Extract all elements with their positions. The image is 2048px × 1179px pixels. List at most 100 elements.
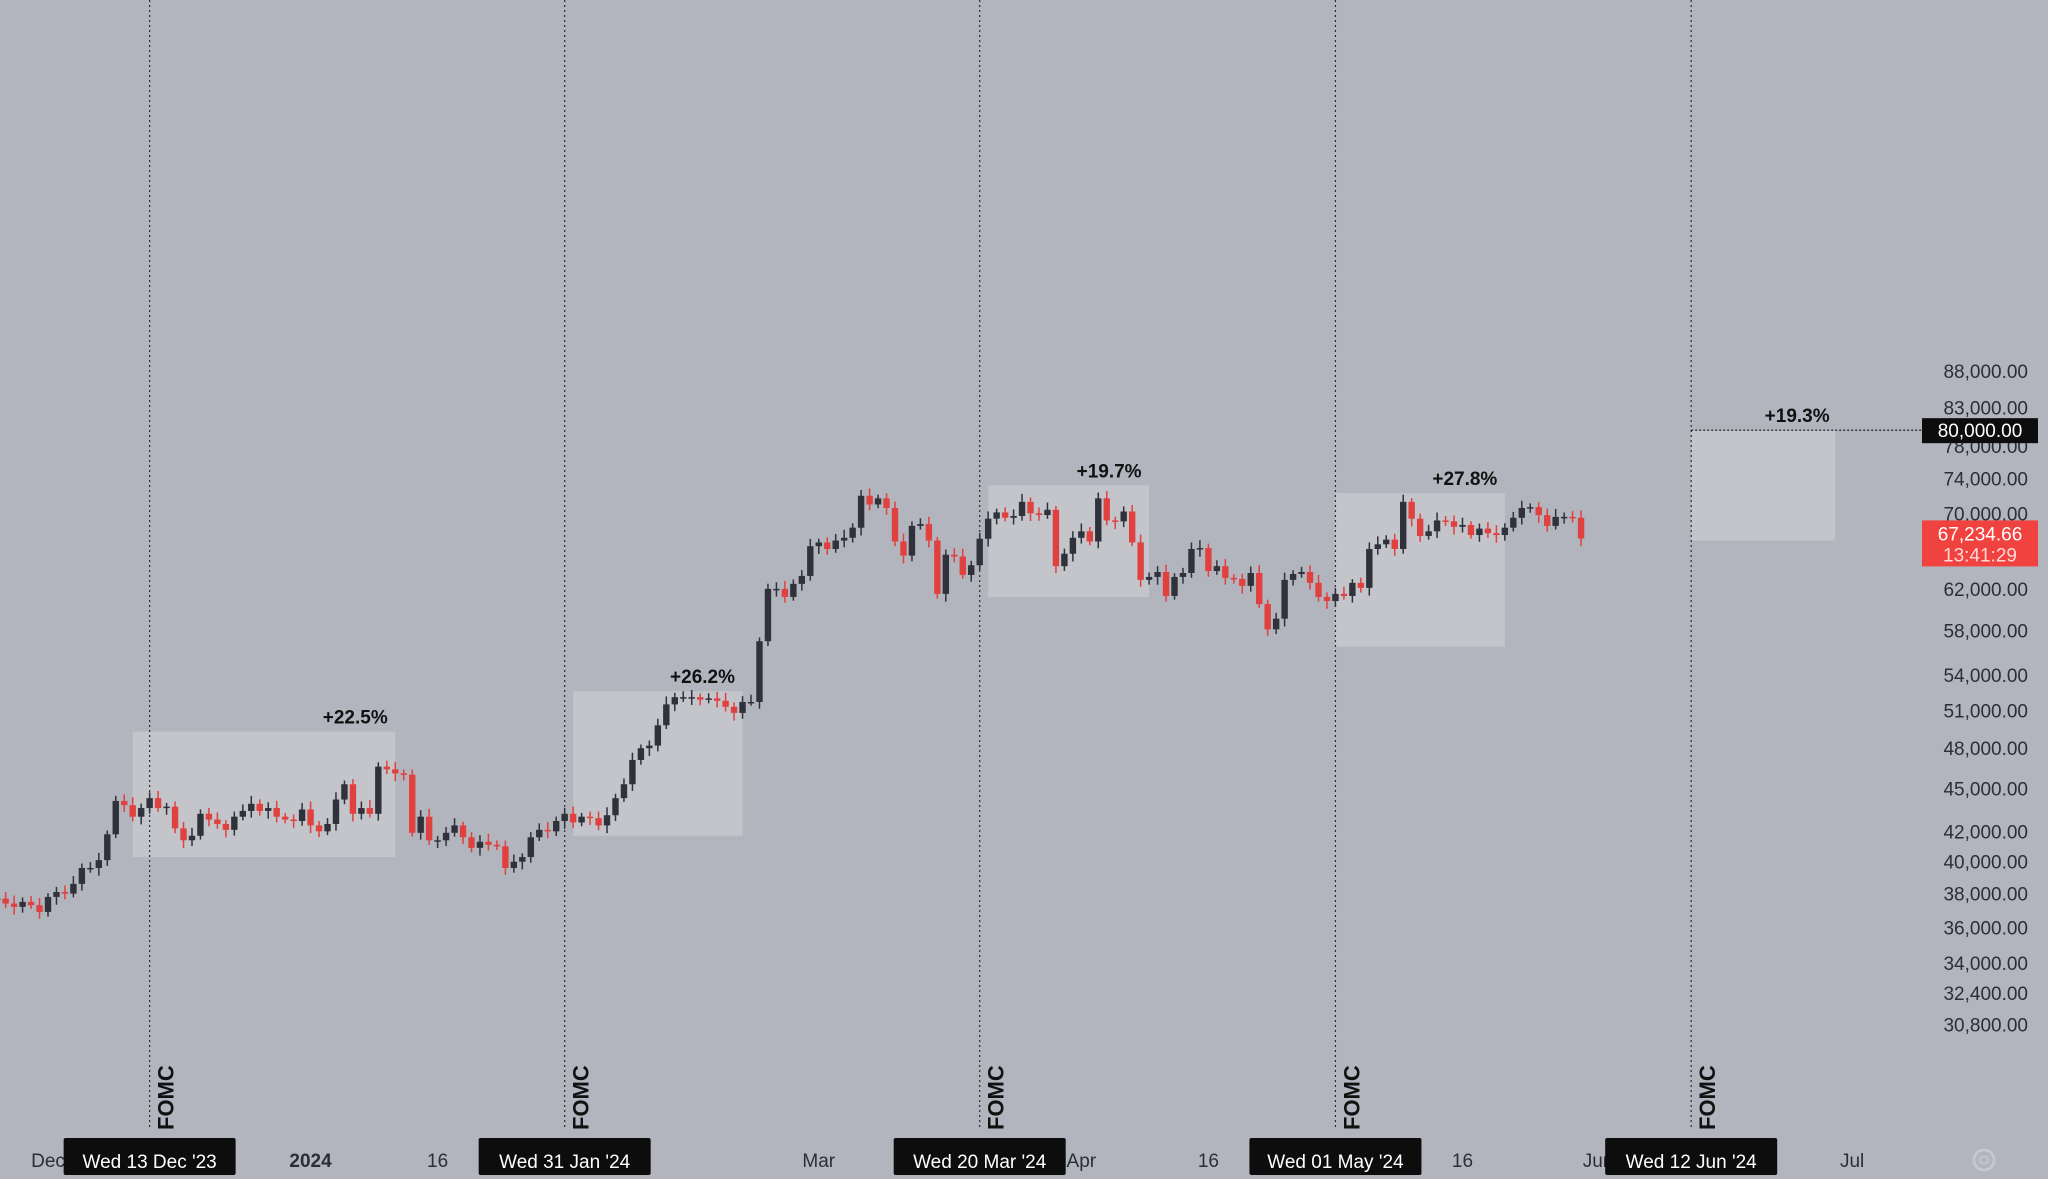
candle-body-173 (1450, 521, 1458, 527)
candle-body-167 (1400, 501, 1407, 549)
candle-body-177 (1484, 528, 1492, 534)
candle-body-138 (1154, 572, 1161, 577)
candle-body-97 (807, 546, 814, 576)
candle-body-156 (1306, 572, 1314, 583)
candle-body-82 (680, 697, 687, 699)
price-tick-9: 48,000.00 (1943, 739, 2028, 760)
candle-body-29 (231, 816, 238, 830)
candle-body-101 (840, 537, 848, 541)
candle-body-111 (925, 524, 933, 541)
candle-body-54 (442, 832, 450, 841)
candle-body-4 (19, 901, 26, 907)
candle-body-83 (688, 697, 695, 699)
price-axis[interactable]: 88,000.0083,000.0078,000.0074,000.0070,0… (1922, 362, 2038, 1037)
candle-body-50 (409, 774, 416, 833)
candle-body-78 (646, 745, 653, 749)
candle-body-10 (70, 883, 77, 894)
candle-body-96 (798, 575, 806, 584)
candle-body-41 (332, 799, 340, 824)
candle-body-72 (595, 818, 602, 826)
candle-body-24 (188, 835, 196, 841)
candle-body-44 (358, 808, 365, 814)
candle-body-140 (1171, 576, 1178, 596)
candle-body-159 (1332, 593, 1339, 602)
rally-label-1: +26.2% (670, 667, 735, 688)
candle-body-53 (434, 840, 441, 842)
candle-body-144 (1205, 548, 1212, 572)
candle-body-117 (976, 538, 983, 566)
candle-body-38 (307, 809, 314, 826)
candle-body-165 (1383, 539, 1390, 545)
fomc-label-0: FOMC (154, 1065, 179, 1130)
candle-body-175 (1467, 524, 1475, 536)
candle-body-77 (637, 748, 645, 760)
rally-labels: +22.5% +26.2% +19.7% +27.8% +19.3% (323, 406, 1830, 728)
candle-body-90 (747, 701, 755, 704)
candle-body-30 (239, 810, 247, 817)
candle-body-107 (891, 507, 899, 542)
candle-body-139 (1162, 572, 1170, 596)
candle-body-5 (27, 901, 35, 906)
candle-body-31 (248, 803, 255, 811)
candle-body-8 (53, 891, 60, 897)
candle-body-84 (696, 697, 704, 700)
fomc-date-tag-2 (893, 1138, 1066, 1175)
gear-icon[interactable] (1972, 1148, 1996, 1172)
candle-body-36 (290, 819, 297, 822)
candle-body-125 (1044, 509, 1051, 516)
time-tick-1: 2024 (289, 1151, 332, 1172)
candle-body-71 (586, 816, 594, 819)
candle-body-106 (883, 498, 890, 508)
candle-body-122 (1018, 501, 1026, 516)
candle-body-89 (739, 701, 746, 713)
candle-body-64 (527, 837, 534, 858)
candle-body-113 (942, 554, 950, 594)
candle-body-11 (78, 867, 86, 884)
candle-body-33 (265, 808, 272, 811)
candle-body-137 (1145, 576, 1153, 580)
candle-body-18 (137, 808, 145, 817)
price-tick-12: 40,000.00 (1943, 853, 2028, 874)
candle-body-13 (95, 860, 103, 868)
candle-body-142 (1188, 548, 1195, 573)
candle-body-98 (815, 542, 822, 547)
time-tick-6: 16 (1452, 1151, 1473, 1172)
fomc-date-tag-1 (478, 1138, 651, 1175)
target-price-tag (1922, 418, 2038, 444)
candle-body-141 (1179, 572, 1187, 577)
candle-body-2 (2, 898, 9, 904)
rally-box-2 (988, 485, 1150, 597)
candle-body-105 (874, 498, 882, 505)
candle-body-157 (1315, 582, 1322, 597)
candlestick-series (0, 488, 1585, 919)
candle-body-150 (1256, 572, 1263, 605)
candle-body-70 (578, 816, 585, 823)
candle-body-119 (993, 512, 1000, 519)
candle-body-104 (866, 495, 873, 505)
candle-body-124 (1035, 513, 1043, 516)
candle-body-39 (315, 825, 323, 832)
rally-label-3: +27.8% (1432, 469, 1497, 490)
time-tick-4: Apr (1067, 1151, 1097, 1172)
candle-body-136 (1137, 542, 1144, 580)
candle-body-55 (451, 825, 458, 833)
candle-body-160 (1340, 593, 1348, 596)
fomc-date-label-1: Wed 31 Jan '24 (499, 1152, 631, 1173)
candle-body-51 (417, 816, 424, 833)
candle-body-187 (1569, 516, 1576, 519)
candle-body-87 (722, 700, 729, 707)
candle-body-16 (121, 800, 128, 806)
candle-body-28 (222, 823, 230, 830)
candle-body-76 (629, 759, 636, 785)
candle-body-63 (519, 857, 526, 862)
current-price-label: 67,234.66 (1938, 524, 2023, 545)
candle-body-176 (1476, 528, 1483, 536)
price-tick-3: 74,000.00 (1943, 470, 2028, 491)
candle-body-154 (1289, 573, 1297, 580)
candle-body-42 (341, 784, 348, 800)
candle-body-102 (849, 527, 856, 538)
fomc-date-label-4: Wed 12 Jun '24 (1626, 1152, 1758, 1173)
fomc-date-label-3: Wed 01 May '24 (1267, 1152, 1404, 1173)
